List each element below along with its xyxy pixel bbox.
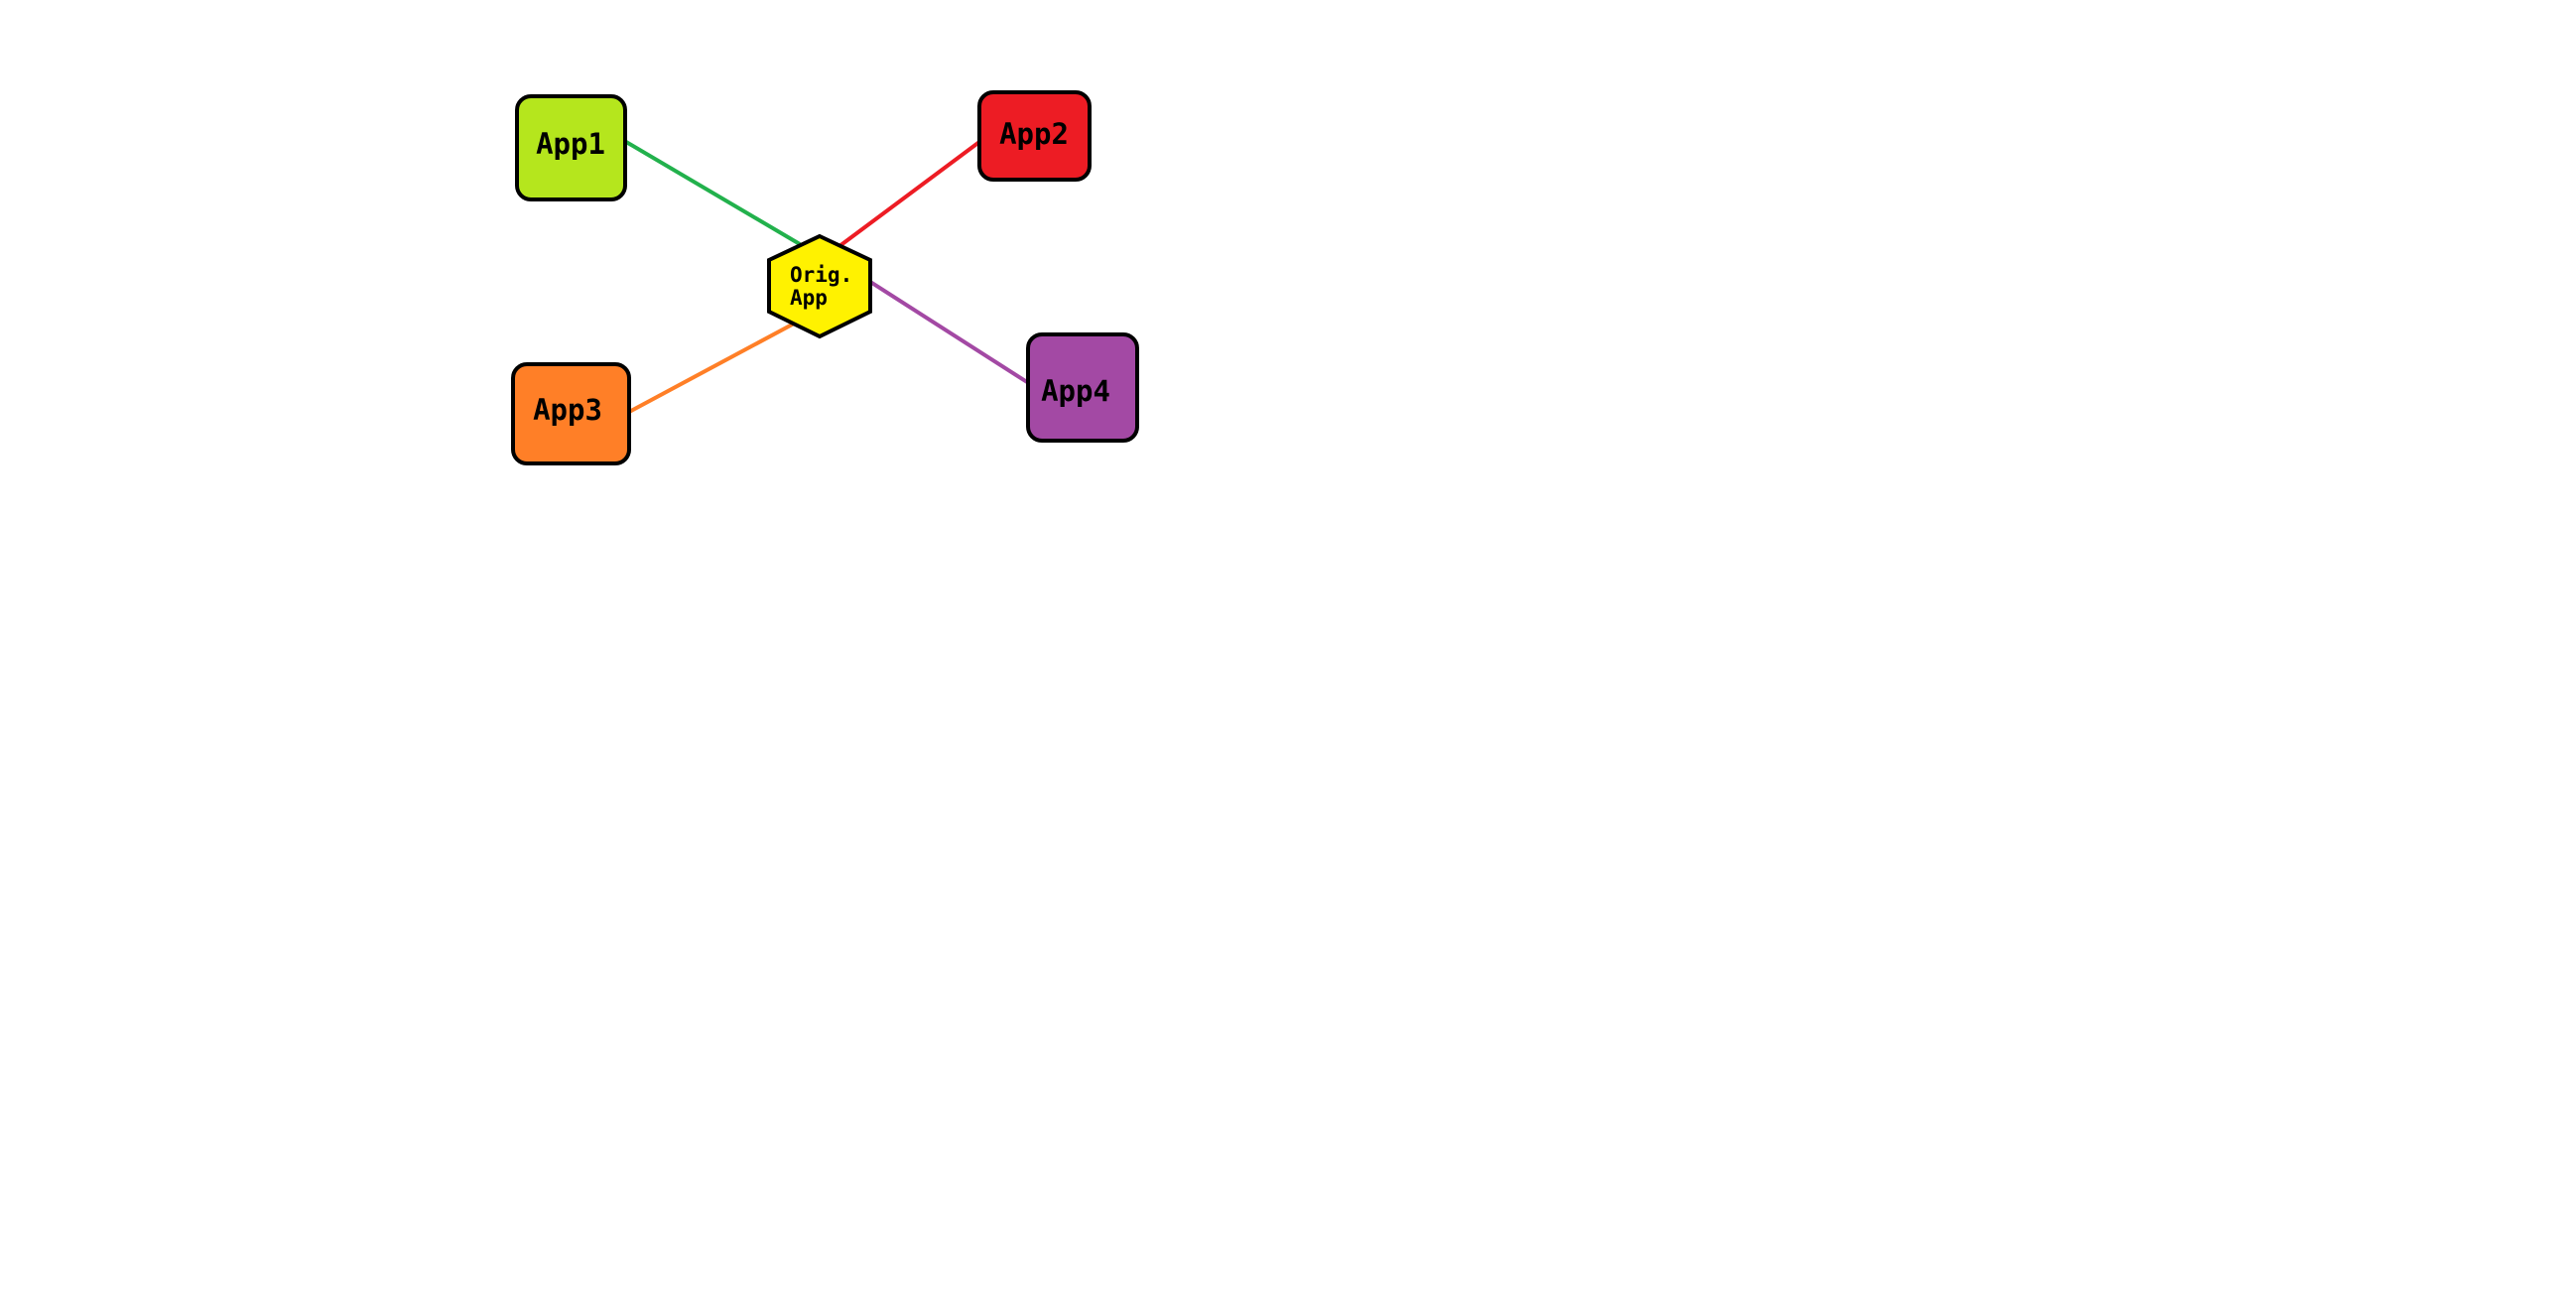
node-app4[interactable]: App4 [1026, 332, 1139, 443]
edge-app4-to-orig-app [865, 278, 1029, 384]
app2-label: App2 [999, 117, 1069, 151]
app3-label: App3 [533, 393, 602, 427]
node-app3[interactable]: App3 [511, 362, 631, 465]
app4-label: App4 [1041, 374, 1110, 408]
node-orig-app[interactable]: Orig. App [767, 233, 872, 339]
app4-box [1026, 332, 1139, 443]
app1-box [515, 94, 627, 201]
app2-box [977, 90, 1092, 182]
orig-app-label-line2: App [790, 286, 828, 310]
app3-box [511, 362, 631, 465]
node-app2[interactable]: App2 [977, 90, 1092, 182]
edge-app3-to-orig-app [628, 321, 797, 414]
orig-app-label-line1: Orig. [790, 263, 852, 287]
edge-app1-to-orig-app [624, 140, 802, 246]
orig-app-hexagon [767, 233, 872, 339]
app1-label: App1 [536, 127, 605, 161]
node-app1[interactable]: App1 [515, 94, 627, 201]
edge-app2-to-orig-app [837, 140, 981, 248]
